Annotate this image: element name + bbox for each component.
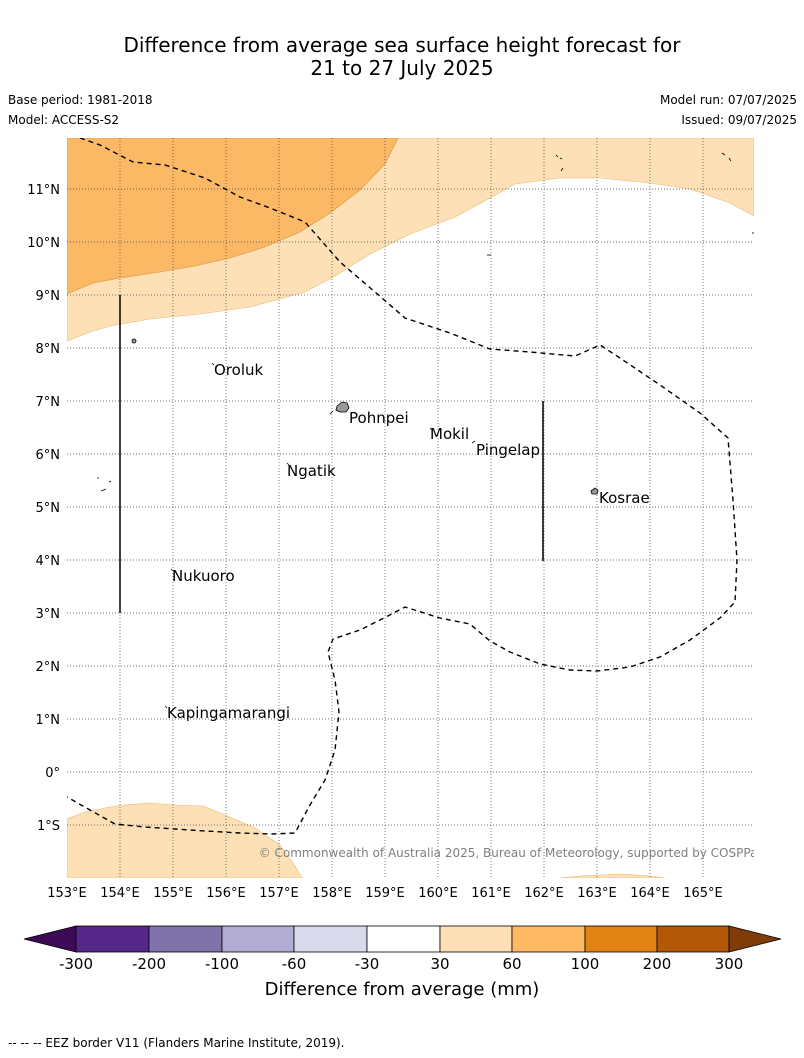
anomaly-30-60-southeast xyxy=(559,873,666,878)
lon-label: 153°E xyxy=(47,886,87,901)
colorbar-swatch xyxy=(728,925,782,953)
colorbar-tick: -30 xyxy=(355,955,380,973)
island-small-west xyxy=(131,338,137,344)
lat-label: 3°N xyxy=(36,607,61,622)
eez-border xyxy=(67,138,738,835)
island-kosrae xyxy=(590,487,599,495)
colorbar-swatch xyxy=(221,925,295,953)
lat-label: 6°N xyxy=(36,448,61,463)
colorbar-tick: -200 xyxy=(132,955,166,973)
lat-label: 9°N xyxy=(36,289,61,304)
lat-label: 2°N xyxy=(36,660,61,675)
colorbar-swatch xyxy=(23,925,77,953)
lat-label: 1°S xyxy=(37,819,60,834)
colorbar-tick: 30 xyxy=(430,955,449,973)
place-label-nukuoro: Nukuoro xyxy=(172,567,235,585)
lon-label: 165°E xyxy=(683,886,723,901)
lat-label: 10°N xyxy=(27,236,60,251)
lon-label: 156°E xyxy=(206,886,246,901)
colorbar-label: Difference from average (mm) xyxy=(265,979,540,1000)
colorbar-tick: -60 xyxy=(282,955,307,973)
colorbar-swatch xyxy=(656,925,730,953)
place-label-pohnpei: Pohnpei xyxy=(349,409,409,427)
lon-label: 164°E xyxy=(630,886,670,901)
place-label-oroluk: Oroluk xyxy=(214,361,263,379)
eez-legend-note: -- -- -- EEZ border V11 (Flanders Marine… xyxy=(8,1036,345,1050)
anomaly-60-100-north xyxy=(67,138,399,295)
colorbar xyxy=(23,925,782,953)
model-name: Model: ACCESS-S2 xyxy=(8,113,120,127)
colorbar-swatch xyxy=(439,925,513,953)
islands xyxy=(97,152,754,709)
colorbar-swatch xyxy=(75,925,150,953)
colorbar-swatch xyxy=(148,925,223,953)
place-label-mokil: Mokil xyxy=(430,425,469,443)
island-kapingamarangi xyxy=(164,705,168,709)
lat-label: 5°N xyxy=(36,501,61,516)
colorbar-tick: 100 xyxy=(571,955,600,973)
colorbar-tick: 200 xyxy=(643,955,672,973)
island-sapwuahfik xyxy=(286,462,290,466)
island-nukuoro xyxy=(170,568,174,572)
lat-label: 4°N xyxy=(36,554,61,569)
place-label-kosrae: Kosrae xyxy=(599,489,650,507)
lon-label: 160°E xyxy=(418,886,458,901)
lat-label: 7°N xyxy=(36,395,61,410)
lon-label: 162°E xyxy=(524,886,564,901)
map-panel: Oroluk Pohnpei Mokil Pingelap Ngatik Kos… xyxy=(67,138,764,878)
anomaly-30-60-southwest xyxy=(67,802,303,878)
place-label-ngatik: Ngatik xyxy=(287,462,336,480)
lon-label: 158°E xyxy=(312,886,352,901)
place-label-kapingamarangi: Kapingamarangi xyxy=(167,704,290,722)
lat-label: 11°N xyxy=(27,183,60,198)
place-label-pingelap: Pingelap xyxy=(476,441,540,459)
lon-label: 154°E xyxy=(100,886,140,901)
colorbar-ticks: -300 -200 -100 -60 -30 30 60 100 200 300 xyxy=(59,955,743,973)
lon-label: 157°E xyxy=(259,886,299,901)
colorbar-swatch xyxy=(511,925,586,953)
lon-label: 163°E xyxy=(577,886,617,901)
colorbar-tick: -100 xyxy=(205,955,239,973)
colorbar-tick: -300 xyxy=(59,955,93,973)
island-mokil xyxy=(429,427,433,431)
island-pingelap xyxy=(471,440,476,444)
longitude-labels: 153°E 154°E 155°E 156°E 157°E 158°E 159°… xyxy=(47,886,723,901)
island-far-west xyxy=(97,477,112,492)
title-line-2: 21 to 27 July 2025 xyxy=(310,56,494,80)
copyright-notice: © Commonwealth of Australia 2025, Bureau… xyxy=(259,846,764,860)
colorbar-tick: 300 xyxy=(715,955,744,973)
graticule xyxy=(67,138,754,878)
lat-label: 8°N xyxy=(36,342,61,357)
colorbar-swatch xyxy=(584,925,658,953)
lon-label: 161°E xyxy=(471,886,511,901)
model-run: Model run: 07/07/2025 xyxy=(659,93,797,107)
island-oroluk xyxy=(211,362,215,366)
lat-label: 1°N xyxy=(36,713,61,728)
title-line-1: Difference from average sea surface heig… xyxy=(123,33,681,57)
lon-label: 159°E xyxy=(365,886,405,901)
island-north-2 xyxy=(721,152,732,162)
latitude-labels: 11°N 10°N 9°N 8°N 7°N 6°N 5°N 4°N 3°N 2°… xyxy=(27,183,60,834)
lon-label: 155°E xyxy=(153,886,193,901)
base-period: Base period: 1981-2018 xyxy=(8,93,153,107)
island-ant-atoll xyxy=(329,410,334,415)
colorbar-tick: 60 xyxy=(502,955,521,973)
colorbar-swatch xyxy=(366,925,441,953)
island-pohnpei xyxy=(335,401,350,413)
colorbar-swatch xyxy=(293,925,368,953)
issued-date: Issued: 09/07/2025 xyxy=(681,113,797,127)
lat-label: 0° xyxy=(45,766,60,781)
island-north-1 xyxy=(555,154,564,172)
